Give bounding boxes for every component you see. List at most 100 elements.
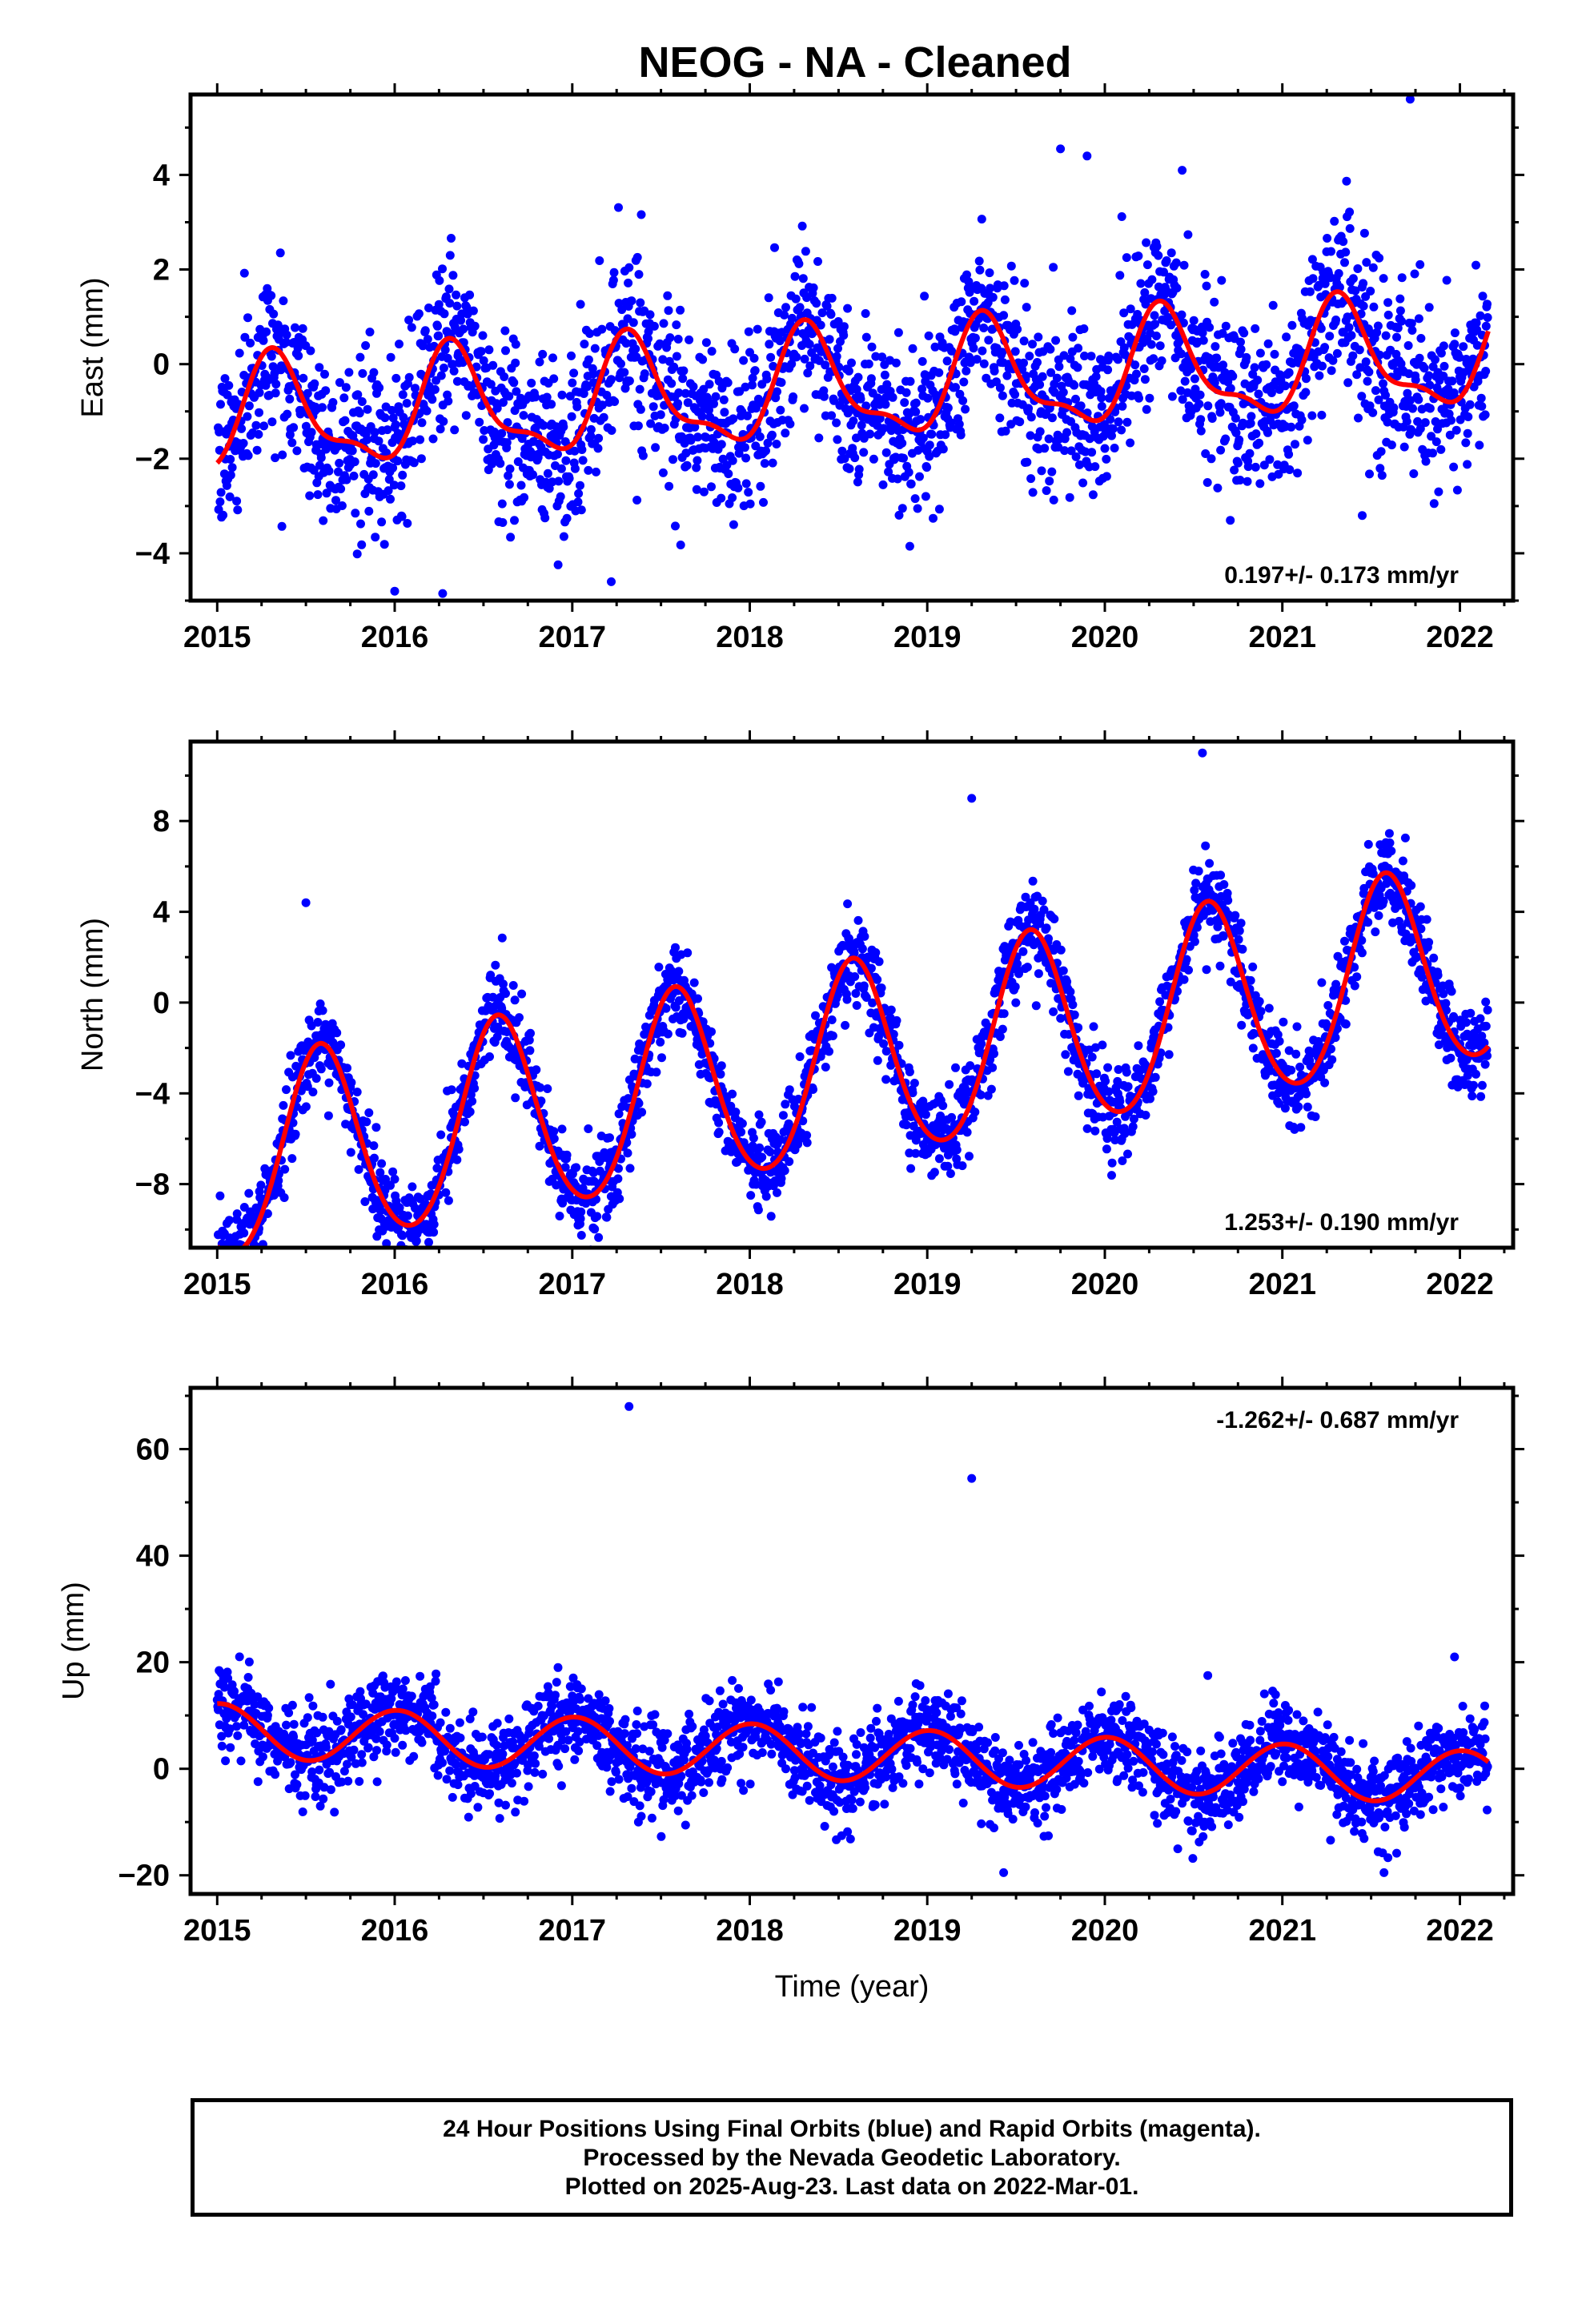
data-point — [812, 299, 821, 308]
data-point — [969, 344, 978, 353]
data-point — [519, 411, 528, 420]
data-point — [707, 347, 717, 356]
data-point — [1342, 176, 1351, 186]
data-point — [355, 408, 364, 418]
data-point — [398, 390, 408, 400]
data-point — [375, 383, 384, 392]
data-point — [294, 351, 303, 360]
data-point — [909, 1121, 918, 1131]
data-point — [371, 1123, 381, 1132]
data-point — [362, 1117, 371, 1127]
data-point — [962, 1128, 972, 1137]
data-point — [217, 1249, 226, 1258]
data-point — [557, 390, 567, 400]
data-point — [465, 1107, 475, 1116]
data-point — [1284, 449, 1294, 459]
data-point — [861, 309, 870, 318]
data-point — [590, 344, 600, 353]
data-point — [349, 471, 359, 480]
data-point — [369, 1141, 379, 1151]
data-point — [1049, 495, 1058, 505]
data-point — [946, 418, 956, 428]
data-point — [310, 379, 319, 388]
data-point — [1375, 253, 1384, 263]
data-point — [797, 221, 807, 231]
data-point — [1345, 207, 1355, 217]
data-point — [433, 321, 442, 331]
data-point — [1242, 352, 1251, 362]
data-point — [1179, 975, 1189, 984]
y-tick-label: −2 — [135, 443, 170, 476]
data-point — [1076, 401, 1086, 411]
data-point — [1415, 353, 1424, 363]
data-point — [781, 1100, 790, 1109]
data-point — [1293, 468, 1303, 478]
data-point — [792, 352, 801, 362]
data-point — [225, 492, 235, 501]
data-point — [1190, 937, 1199, 947]
data-point — [1221, 321, 1231, 331]
data-point — [785, 1085, 794, 1095]
data-point — [331, 496, 340, 505]
data-point — [1425, 380, 1435, 390]
data-point — [1419, 364, 1429, 373]
data-point — [798, 1116, 808, 1126]
data-point — [1102, 454, 1111, 464]
data-point — [1042, 486, 1051, 496]
data-point — [436, 1130, 446, 1140]
data-point — [1122, 253, 1131, 263]
data-point — [1034, 969, 1043, 979]
data-point — [925, 440, 934, 450]
data-point — [1141, 1111, 1150, 1120]
data-point — [897, 504, 907, 513]
data-point — [879, 1039, 889, 1048]
data-point — [307, 428, 316, 437]
data-point — [1058, 388, 1068, 397]
data-point — [1090, 462, 1100, 472]
data-point — [369, 368, 379, 377]
data-point — [423, 335, 432, 344]
data-point — [408, 1182, 417, 1192]
data-point — [857, 420, 866, 430]
data-point — [1099, 420, 1109, 429]
data-point — [1140, 375, 1150, 384]
data-point — [1114, 417, 1123, 427]
y-axis-label: East (mm) — [76, 277, 110, 417]
data-point — [1353, 264, 1363, 273]
data-point — [1414, 314, 1423, 324]
data-point — [576, 1207, 586, 1216]
data-point — [965, 1152, 974, 1161]
data-point — [318, 403, 327, 412]
data-point — [1375, 464, 1385, 473]
data-point — [1226, 516, 1235, 525]
data-point — [1424, 371, 1434, 380]
data-point — [239, 1252, 248, 1261]
data-point — [1104, 352, 1114, 360]
data-point — [800, 354, 809, 364]
data-point — [934, 1154, 944, 1164]
data-point — [1305, 287, 1315, 296]
data-point — [1345, 223, 1355, 233]
data-point — [1151, 332, 1161, 340]
data-point — [657, 1053, 666, 1063]
data-point — [759, 497, 768, 507]
data-point — [1480, 410, 1490, 420]
data-point — [1142, 238, 1151, 247]
data-point — [404, 316, 414, 325]
data-point — [1384, 829, 1394, 838]
data-point — [1271, 1048, 1281, 1058]
data-point — [570, 464, 580, 473]
data-point — [988, 324, 998, 334]
data-point — [1140, 287, 1150, 297]
data-point — [1357, 948, 1367, 958]
data-point — [243, 412, 252, 421]
data-point — [251, 420, 261, 430]
data-point — [910, 494, 920, 504]
data-point — [424, 304, 433, 312]
data-point — [1218, 328, 1227, 338]
data-point — [1308, 274, 1318, 283]
data-point — [254, 429, 263, 439]
data-point — [773, 387, 781, 396]
data-point — [1019, 336, 1029, 346]
data-point — [795, 1052, 805, 1061]
